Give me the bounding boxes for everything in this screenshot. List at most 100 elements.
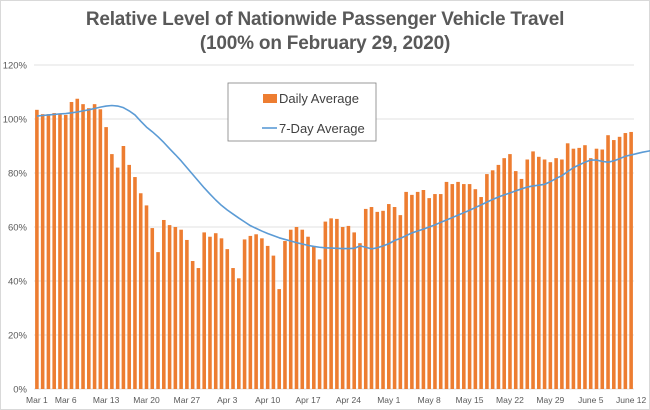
- legend-item-daily-average: Daily Average: [263, 91, 359, 106]
- bar-daily-average: [450, 184, 455, 389]
- bar-daily-average: [433, 194, 437, 389]
- x-tick-label: Apr 24: [336, 395, 361, 405]
- legend-label-daily-average: Daily Average: [279, 91, 359, 106]
- bar-daily-average: [231, 268, 235, 389]
- bar-daily-average: [190, 261, 195, 389]
- bar-daily-average: [265, 245, 270, 389]
- bar-daily-average: [381, 210, 385, 389]
- y-tick-label: 20%: [8, 331, 28, 342]
- bar-daily-average: [69, 101, 74, 390]
- bar-daily-average: [565, 143, 570, 389]
- bar-daily-average: [369, 207, 374, 389]
- bar-daily-average: [92, 104, 97, 390]
- bar-daily-average: [617, 136, 622, 389]
- bar-daily-average: [225, 249, 230, 389]
- bar-daily-average: [352, 232, 356, 389]
- bar-daily-average: [329, 218, 333, 389]
- y-tick-label: 60%: [8, 223, 28, 234]
- bar-daily-average: [392, 207, 397, 389]
- bar-daily-average: [110, 154, 114, 389]
- bar-daily-average: [490, 170, 495, 389]
- bar-daily-average: [421, 190, 426, 389]
- bar-daily-average: [75, 98, 80, 389]
- bar-daily-average: [179, 229, 183, 389]
- legend: Daily Average 7-Day Average: [227, 82, 377, 142]
- x-tick-label: Apr 3: [217, 395, 238, 405]
- bar-series-daily-average: [35, 98, 633, 390]
- bar-daily-average: [513, 171, 518, 389]
- bar-daily-average: [479, 197, 483, 389]
- bar-daily-average: [629, 131, 633, 389]
- x-tick-label: Apr 10: [255, 395, 280, 405]
- bar-daily-average: [623, 133, 628, 389]
- x-tick-label: June 12: [616, 395, 647, 405]
- bar-daily-average: [571, 148, 576, 389]
- bar-daily-average: [300, 229, 305, 389]
- line-7-day-average: [36, 104, 650, 250]
- x-tick-label: May 29: [536, 395, 564, 405]
- bar-daily-average: [288, 229, 293, 389]
- bar-daily-average: [398, 215, 403, 389]
- bar-daily-average: [542, 159, 547, 389]
- bar-daily-average: [40, 114, 45, 389]
- bar-daily-average: [600, 149, 605, 389]
- bar-daily-average: [271, 255, 276, 389]
- x-tick-label: May 1: [377, 395, 400, 405]
- y-axis-ticks: 0% 20% 40% 60% 80% 100% 120%: [3, 61, 28, 396]
- bar-daily-average: [548, 162, 553, 389]
- bar-daily-average: [583, 145, 587, 389]
- bar-daily-average: [87, 108, 91, 389]
- y-tick-label: 80%: [8, 169, 28, 180]
- legend-swatch-bar: [263, 94, 277, 103]
- y-tick-label: 120%: [3, 61, 28, 72]
- bar-daily-average: [462, 184, 466, 389]
- bar-daily-average: [554, 158, 558, 389]
- x-tick-label: Mar 6: [55, 395, 77, 405]
- y-tick-label: 40%: [8, 277, 28, 288]
- bar-daily-average: [173, 227, 178, 389]
- bar-daily-average: [560, 159, 564, 389]
- bar-daily-average: [317, 259, 322, 389]
- bar-daily-average: [196, 268, 201, 389]
- bar-daily-average: [612, 140, 616, 389]
- bar-daily-average: [375, 211, 380, 389]
- chart-subtitle: (100% on February 29, 2020): [199, 33, 451, 54]
- bar-daily-average: [277, 289, 281, 389]
- x-tick-label: Apr 17: [296, 395, 321, 405]
- bar-daily-average: [358, 243, 362, 389]
- bar-daily-average: [202, 232, 206, 389]
- legend-label-7-day-average: 7-Day Average: [279, 121, 365, 136]
- bar-daily-average: [340, 227, 345, 389]
- bar-daily-average: [306, 236, 310, 389]
- x-tick-label: June 5: [578, 395, 604, 405]
- bar-daily-average: [63, 114, 68, 389]
- bar-daily-average: [162, 219, 166, 389]
- bar-daily-average: [387, 204, 391, 389]
- bar-daily-average: [98, 109, 103, 389]
- bar-daily-average: [594, 148, 599, 389]
- bar-daily-average: [577, 147, 581, 389]
- chart-title: Relative Level of Nationwide Passenger V…: [85, 9, 565, 30]
- bar-daily-average: [606, 135, 610, 389]
- x-tick-label: May 8: [418, 395, 441, 405]
- x-tick-label: Mar 13: [93, 395, 120, 405]
- bar-daily-average: [156, 252, 160, 389]
- bar-daily-average: [485, 174, 489, 389]
- bar-daily-average: [335, 218, 339, 389]
- legend-box: [227, 82, 377, 142]
- bar-daily-average: [473, 189, 478, 389]
- bar-daily-average: [438, 194, 443, 389]
- bar-daily-average: [312, 245, 316, 389]
- bar-daily-average: [150, 228, 155, 389]
- bar-daily-average: [115, 167, 120, 389]
- bar-daily-average: [508, 154, 512, 389]
- bar-daily-average: [467, 184, 472, 389]
- bar-daily-average: [52, 113, 56, 389]
- bar-daily-average: [208, 236, 212, 389]
- bar-daily-average: [363, 208, 368, 389]
- line-series-7-day-average: [36, 104, 650, 250]
- bar-daily-average: [185, 239, 189, 389]
- bar-daily-average: [537, 156, 541, 389]
- bar-daily-average: [127, 164, 131, 389]
- bar-daily-average: [133, 177, 137, 389]
